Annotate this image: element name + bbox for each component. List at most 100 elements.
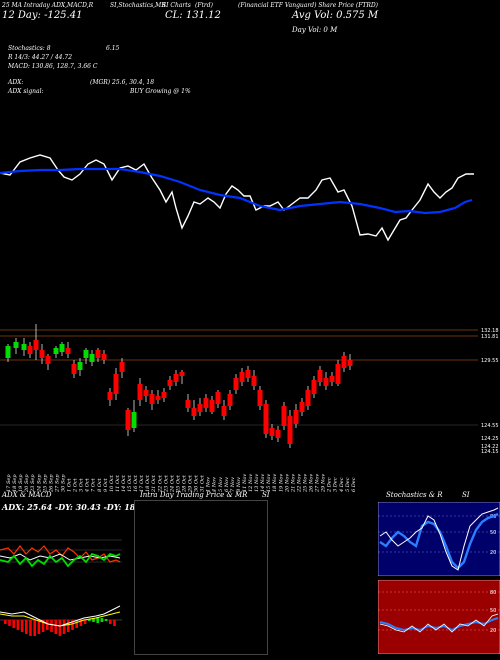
- candle-body: [311, 380, 317, 394]
- candle-body: [269, 428, 275, 436]
- date-label: 25 Nov: [302, 474, 308, 493]
- date-label: 11 Nov: [242, 474, 248, 492]
- macd-histogram-bar: [37, 620, 41, 634]
- price-axis-label: 124.22: [481, 444, 499, 450]
- price-axis-label: 124.15: [481, 449, 499, 455]
- adx-signal-value: BUY Growing @ 1%: [130, 88, 191, 95]
- candle-body: [161, 392, 167, 398]
- macd-histogram-bar: [25, 620, 28, 634]
- candle-body: [83, 350, 89, 358]
- date-label: 18 Oct: [145, 474, 151, 492]
- macd-histogram-bar: [75, 620, 78, 628]
- candle-body: [71, 364, 77, 374]
- candle-body: [125, 410, 131, 430]
- candle-body: [149, 394, 155, 404]
- candle-body: [59, 344, 65, 352]
- rsi-bg: [378, 580, 500, 654]
- candle-body: [167, 380, 173, 386]
- rsi-panel: 80 50 20: [378, 580, 500, 654]
- candle-body: [329, 376, 335, 382]
- candle-body: [281, 406, 287, 426]
- macd-histogram-bar: [113, 620, 116, 626]
- date-label: 15 Nov: [266, 474, 272, 492]
- candle-body: [323, 378, 329, 386]
- date-label: 6 Dec: [351, 477, 357, 492]
- candle-body: [215, 392, 221, 404]
- date-label: 1 Oct: [67, 477, 73, 492]
- date-label: 25 Oct: [175, 474, 181, 493]
- date-label: 4 Nov: [212, 477, 218, 493]
- macd-histogram-bar: [83, 620, 87, 624]
- rsi-level-label: 50: [490, 608, 496, 614]
- date-label: 26 Nov: [309, 474, 315, 493]
- candle-body: [209, 400, 215, 412]
- candle-body: [179, 372, 185, 376]
- candle-body: [95, 350, 101, 358]
- intraday-title: Intra Day Trading Price & MR: [140, 491, 248, 499]
- date-label: 17 Oct: [139, 474, 145, 492]
- candle-body: [13, 342, 19, 348]
- macd-histogram-bar: [41, 620, 45, 632]
- date-label: 19 Nov: [278, 474, 284, 492]
- stoch-level-label: 50: [490, 530, 496, 536]
- adx-values: (MGR) 25.6, 30.4, 18: [90, 79, 155, 86]
- date-label: 19 Sep: [18, 474, 24, 492]
- rsi-level-label: 80: [490, 590, 496, 596]
- adx-macd-title: ADX & MACD: [2, 491, 52, 499]
- date-label: 8 Nov: [236, 477, 242, 492]
- macd-histogram-bar: [12, 620, 15, 628]
- date-label: 23 Sep: [30, 474, 36, 493]
- chart-header-line1e: (Financial ETF Vanguard) Share Price (FT…: [238, 2, 379, 9]
- adx-label: ADX:: [8, 79, 24, 86]
- candle-body: [287, 416, 293, 444]
- candle-body: [39, 350, 45, 358]
- candle-body: [77, 362, 83, 370]
- date-label: 3 Oct: [79, 477, 85, 492]
- date-label: 6 Nov: [224, 477, 230, 492]
- close-price: CL: 131.12: [165, 10, 221, 21]
- adx-panel: [0, 510, 122, 580]
- macd-histogram-bar: [29, 620, 32, 636]
- date-label: 14 Oct: [121, 474, 127, 492]
- date-label: 29 Nov: [321, 474, 327, 493]
- macd-signal-line: [0, 611, 121, 627]
- stoch-level-label: 20: [490, 550, 496, 556]
- price-axis-label: 124.55: [481, 423, 499, 429]
- candle-body: [221, 406, 227, 416]
- moving-average-chart: [0, 154, 474, 242]
- candle-body: [191, 408, 197, 416]
- date-label: 22 Oct: [157, 474, 163, 493]
- candle-body: [317, 370, 323, 382]
- avg-volume: Avg Vol: 0.575 M: [292, 10, 379, 21]
- date-label: 22 Nov: [296, 474, 302, 493]
- price-axis-label: 132.18: [481, 328, 499, 334]
- date-label: 13 Nov: [254, 474, 260, 492]
- macd-histogram-bar: [16, 620, 20, 630]
- date-label: 1 Nov: [206, 477, 212, 492]
- macd-histogram-bar: [92, 618, 95, 622]
- date-label: 20 Nov: [284, 474, 290, 493]
- price-axis-label: 131.81: [481, 334, 499, 340]
- candle-body: [257, 390, 263, 406]
- date-label: 25 Sep: [42, 474, 48, 493]
- candle-body: [137, 384, 143, 400]
- day-volume: Day Vol: 0 M: [292, 26, 338, 34]
- candle-body: [65, 348, 71, 354]
- macd-histogram-bar: [4, 620, 7, 624]
- candle-body: [299, 402, 305, 412]
- candle-body: [119, 362, 125, 372]
- macd-histogram-bar: [96, 617, 99, 623]
- macd-histogram-bar: [50, 620, 53, 632]
- rsi-line: R 14/3: 44.27 / 44.72: [8, 54, 73, 61]
- candle-body: [5, 346, 11, 358]
- candle-body: [335, 364, 341, 384]
- candle-body: [101, 354, 107, 360]
- twelve-day-change: 12 Day: -125.41: [2, 10, 83, 21]
- chart-header-line1c: SI Charts: [162, 2, 191, 9]
- candle-body: [113, 374, 119, 394]
- macd-histogram-bar: [67, 620, 70, 632]
- stochastics-label: Stochastics: 8: [8, 45, 51, 52]
- candle-body: [173, 374, 179, 382]
- candle-body: [21, 344, 27, 350]
